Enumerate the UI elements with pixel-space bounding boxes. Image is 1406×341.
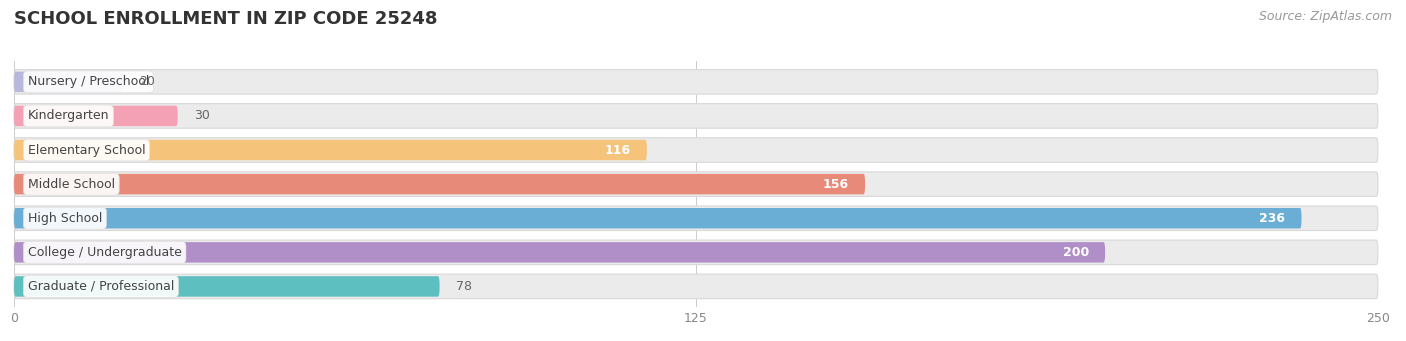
Text: Elementary School: Elementary School	[28, 144, 145, 157]
FancyBboxPatch shape	[14, 70, 1378, 94]
FancyBboxPatch shape	[14, 206, 1378, 231]
Text: Kindergarten: Kindergarten	[28, 109, 110, 122]
FancyBboxPatch shape	[14, 276, 440, 297]
FancyBboxPatch shape	[14, 104, 1378, 128]
Text: Nursery / Preschool: Nursery / Preschool	[28, 75, 149, 88]
FancyBboxPatch shape	[14, 242, 1105, 263]
FancyBboxPatch shape	[14, 174, 865, 194]
Text: 156: 156	[823, 178, 849, 191]
FancyBboxPatch shape	[14, 172, 1378, 196]
Text: High School: High School	[28, 212, 103, 225]
FancyBboxPatch shape	[14, 274, 1378, 299]
Text: Source: ZipAtlas.com: Source: ZipAtlas.com	[1258, 10, 1392, 23]
Text: Middle School: Middle School	[28, 178, 115, 191]
Text: 20: 20	[139, 75, 156, 88]
Text: SCHOOL ENROLLMENT IN ZIP CODE 25248: SCHOOL ENROLLMENT IN ZIP CODE 25248	[14, 10, 437, 28]
Text: Graduate / Professional: Graduate / Professional	[28, 280, 174, 293]
FancyBboxPatch shape	[14, 208, 1302, 228]
Text: 116: 116	[605, 144, 630, 157]
Text: 200: 200	[1063, 246, 1088, 259]
Text: 30: 30	[194, 109, 209, 122]
FancyBboxPatch shape	[14, 140, 647, 160]
Text: College / Undergraduate: College / Undergraduate	[28, 246, 181, 259]
FancyBboxPatch shape	[14, 138, 1378, 162]
Text: 78: 78	[456, 280, 472, 293]
FancyBboxPatch shape	[14, 72, 124, 92]
FancyBboxPatch shape	[14, 106, 177, 126]
Text: 236: 236	[1260, 212, 1285, 225]
FancyBboxPatch shape	[14, 240, 1378, 265]
